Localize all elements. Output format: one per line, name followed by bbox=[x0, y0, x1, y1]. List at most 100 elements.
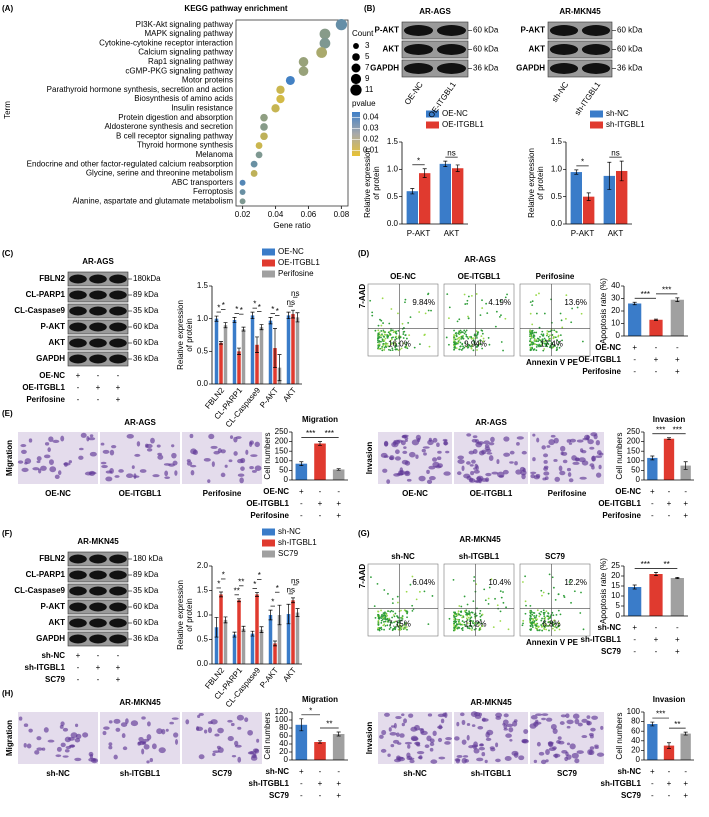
error-bar bbox=[299, 461, 304, 466]
flow-dot bbox=[555, 349, 558, 352]
bar bbox=[647, 457, 658, 480]
cell bbox=[220, 472, 226, 478]
cell bbox=[211, 461, 215, 468]
cell bbox=[476, 757, 484, 762]
micro-caption: sh-NC bbox=[46, 769, 70, 778]
cell bbox=[172, 460, 178, 466]
blot-band bbox=[109, 554, 127, 564]
flow-dot bbox=[529, 334, 532, 337]
cell bbox=[513, 719, 518, 723]
legend-swatch bbox=[262, 248, 275, 256]
error-bar bbox=[237, 598, 241, 603]
cell bbox=[505, 733, 512, 738]
cell bbox=[523, 729, 529, 734]
flow-dot bbox=[580, 312, 583, 315]
condition-label: OE-ITGBL1 bbox=[598, 499, 641, 508]
cell bbox=[468, 450, 475, 455]
bar bbox=[219, 342, 223, 384]
error-bar bbox=[219, 591, 223, 598]
cell bbox=[185, 719, 190, 725]
bar bbox=[259, 629, 264, 664]
flow-dot bbox=[469, 614, 471, 617]
flow-dot bbox=[381, 346, 384, 348]
flow-dot bbox=[479, 626, 482, 629]
y-tick-label: 0.0 bbox=[551, 219, 563, 228]
condition-mark: + bbox=[683, 779, 688, 788]
condition-mark: - bbox=[300, 779, 303, 788]
blot-band bbox=[69, 290, 87, 300]
flow-dot bbox=[543, 342, 546, 345]
flow-dot bbox=[531, 626, 534, 629]
flow-dot bbox=[460, 605, 463, 608]
significance: * bbox=[581, 157, 584, 166]
cell bbox=[197, 714, 201, 719]
y-axis-label: Apoptosis rate (%) bbox=[599, 558, 608, 624]
y-tick-label: 1.0 bbox=[551, 164, 563, 173]
flow-dot bbox=[369, 299, 372, 302]
dot bbox=[319, 37, 331, 49]
cell bbox=[186, 461, 193, 466]
flow-dot bbox=[470, 619, 472, 622]
cell bbox=[161, 728, 166, 735]
cell bbox=[403, 718, 408, 724]
cell bbox=[565, 713, 570, 719]
y-tick-label: 0 bbox=[616, 611, 621, 620]
bar bbox=[255, 344, 259, 384]
cell bbox=[247, 729, 253, 736]
cell bbox=[120, 722, 128, 727]
dot bbox=[239, 189, 246, 195]
bar bbox=[237, 600, 241, 664]
cell bbox=[32, 467, 40, 471]
cell bbox=[189, 433, 194, 439]
flow-dot bbox=[386, 342, 389, 345]
cell bbox=[485, 737, 492, 741]
dot bbox=[255, 151, 263, 159]
quadrant-value: 16.0% bbox=[388, 340, 411, 349]
cell bbox=[141, 748, 145, 755]
blot-band bbox=[549, 63, 579, 74]
error-bar bbox=[286, 603, 291, 625]
flow-dot bbox=[391, 329, 394, 332]
cell bbox=[390, 743, 395, 748]
error-bar bbox=[667, 437, 671, 441]
flow-dot bbox=[479, 618, 482, 621]
cell bbox=[149, 758, 154, 763]
flow-dot bbox=[468, 627, 471, 630]
flow-dot bbox=[396, 595, 399, 598]
micro-caption: OE-NC bbox=[45, 489, 71, 498]
flow-dot bbox=[524, 612, 527, 615]
quadrant-value: 6.04% bbox=[412, 578, 435, 587]
flow-dot bbox=[532, 611, 535, 614]
flow-dot bbox=[463, 332, 466, 335]
cell bbox=[436, 442, 440, 448]
condition-label: SC79 bbox=[601, 647, 622, 656]
flow-dot bbox=[454, 618, 457, 621]
cell bbox=[478, 746, 485, 751]
bar bbox=[259, 327, 264, 384]
condition-mark: - bbox=[300, 499, 303, 508]
legend-title: Count bbox=[352, 29, 374, 38]
flow-dot bbox=[541, 617, 543, 620]
flow-dot bbox=[543, 615, 546, 618]
panel-label: (G) bbox=[358, 529, 370, 538]
flow-dot bbox=[469, 617, 472, 620]
y-tick-label: 40 bbox=[631, 736, 640, 745]
cell bbox=[23, 742, 27, 748]
flow-dot bbox=[389, 610, 392, 613]
cell bbox=[550, 723, 557, 730]
cell bbox=[418, 755, 423, 760]
cell bbox=[36, 456, 42, 461]
flow-dot bbox=[531, 620, 534, 623]
condition-mark: - bbox=[97, 675, 100, 684]
cell bbox=[437, 713, 445, 718]
cell bbox=[217, 727, 224, 734]
flow-condition: OE-ITGBL1 bbox=[458, 272, 501, 281]
cell bbox=[38, 468, 42, 474]
blot-title: AR-MKN45 bbox=[559, 7, 601, 16]
flow-condition: SC79 bbox=[545, 552, 566, 561]
flow-dot bbox=[541, 622, 544, 625]
cell bbox=[146, 760, 150, 764]
condition-mark: + bbox=[650, 487, 655, 496]
significance: *** bbox=[656, 425, 665, 434]
error-bar bbox=[619, 160, 624, 182]
